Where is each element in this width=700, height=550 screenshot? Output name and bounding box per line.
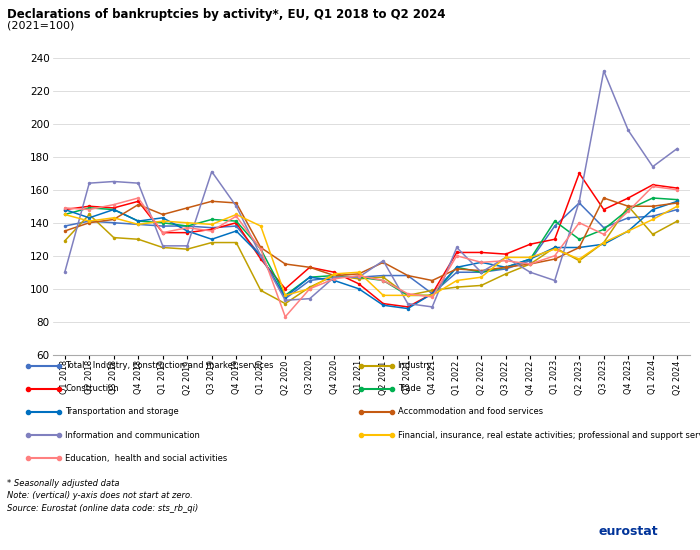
Text: Industry: Industry <box>398 361 433 370</box>
Text: (2021=100): (2021=100) <box>7 21 74 31</box>
Text: Note: (vertical) y-axis does not start at zero.: Note: (vertical) y-axis does not start a… <box>7 492 192 500</box>
Text: Construction: Construction <box>65 384 119 393</box>
Text: Trade: Trade <box>398 384 421 393</box>
Text: Financial, insurance, real estate activities; professional and support services: Financial, insurance, real estate activi… <box>398 431 700 439</box>
Text: * Seasonally adjusted data: * Seasonally adjusted data <box>7 480 120 488</box>
Text: Accommodation and food services: Accommodation and food services <box>398 408 542 416</box>
Text: eurostat: eurostat <box>598 525 658 538</box>
Text: Total - Industry, construction and market services: Total - Industry, construction and marke… <box>65 361 274 370</box>
Text: Transportation and storage: Transportation and storage <box>65 408 179 416</box>
Text: Source: Eurostat (online data code: sts_rb_qi): Source: Eurostat (online data code: sts_… <box>7 504 198 513</box>
Text: Information and communication: Information and communication <box>65 431 200 439</box>
Text: Declarations of bankruptcies by activity*, EU, Q1 2018 to Q2 2024: Declarations of bankruptcies by activity… <box>7 8 445 21</box>
Text: Education,  health and social activities: Education, health and social activities <box>65 454 228 463</box>
